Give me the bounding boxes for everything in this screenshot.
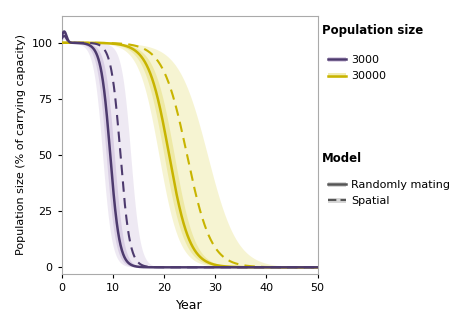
Y-axis label: Population size (% of carrying capacity): Population size (% of carrying capacity)	[16, 34, 26, 255]
Text: Population size: Population size	[322, 24, 424, 37]
Text: Model: Model	[322, 152, 363, 165]
X-axis label: Year: Year	[176, 299, 203, 312]
Legend: Randomly mating, Spatial: Randomly mating, Spatial	[328, 180, 450, 206]
